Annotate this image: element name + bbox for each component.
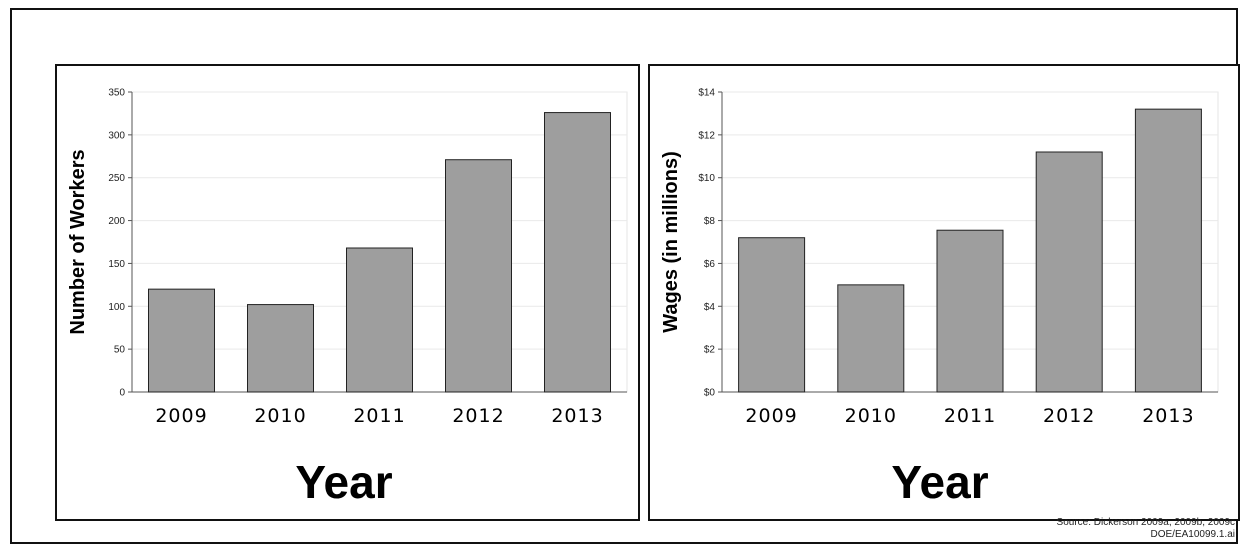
- x-tick-label: 2012: [452, 405, 504, 427]
- y-tick-label: $8: [704, 216, 716, 227]
- y-tick-label: $6: [704, 259, 716, 270]
- y-tick-label: 0: [119, 388, 125, 399]
- y-tick-label: $12: [698, 130, 715, 141]
- x-tick-label: 2011: [353, 405, 405, 427]
- document-id: DOE/EA10099.1.ai: [1057, 529, 1235, 541]
- source-note: Source: Dickerson 2009a, 2009b, 2009c DO…: [1057, 517, 1235, 541]
- workers-bar-chart: 0 50 100 150 200 250 300 350 2009 2010 2011 2012 201…: [57, 66, 642, 523]
- x-tick-label: 2013: [1142, 405, 1194, 427]
- y-tick-label: 250: [108, 173, 125, 184]
- x-tick-label: 2010: [254, 405, 306, 427]
- bar-2009: [149, 289, 215, 392]
- x-tick-label: 2012: [1043, 405, 1095, 427]
- wages-chart-panel: $0 $2 $4 $6 $8 $10 $12 $14 2009 2010 2011 2012 2013 Y…: [648, 64, 1240, 521]
- y-tick-label: 350: [108, 88, 125, 99]
- x-tick-label: 2011: [944, 405, 996, 427]
- workers-chart-panel: 0 50 100 150 200 250 300 350 2009 2010 2011 2012 201…: [55, 64, 640, 521]
- y-tick-label: 150: [108, 259, 125, 270]
- x-axis-title: Year: [295, 456, 392, 508]
- x-axis-title: Year: [891, 456, 988, 508]
- wages-bar-chart: $0 $2 $4 $6 $8 $10 $12 $14 2009 2010 2011 2012 2013 Y…: [650, 66, 1242, 523]
- bar-2011: [347, 248, 413, 392]
- x-tick-label: 2009: [745, 405, 797, 427]
- y-tick-label: 100: [108, 302, 125, 313]
- bar-2010: [248, 305, 314, 392]
- x-tick-label: 2010: [845, 405, 897, 427]
- y-tick-label: $4: [704, 302, 716, 313]
- y-axis-title: Wages (in millions): [660, 151, 682, 333]
- y-tick-label: $14: [698, 88, 715, 99]
- bar-2011: [937, 230, 1003, 392]
- bar-2012: [446, 160, 512, 392]
- bar-2009: [739, 238, 805, 392]
- y-tick-label: 300: [108, 130, 125, 141]
- x-tick-label: 2013: [551, 405, 603, 427]
- y-tick-label: $2: [704, 345, 716, 356]
- bar-2013: [545, 113, 611, 392]
- bar-2010: [838, 285, 904, 392]
- y-tick-label: $0: [704, 388, 716, 399]
- figure-frame: 0 50 100 150 200 250 300 350 2009 2010 2011 2012 201…: [10, 8, 1238, 544]
- x-tick-label: 2009: [155, 405, 207, 427]
- y-tick-label: $10: [698, 173, 715, 184]
- bar-2012: [1036, 152, 1102, 392]
- source-citation: Source: Dickerson 2009a, 2009b, 2009c: [1057, 517, 1235, 529]
- y-axis-title: Number of Workers: [67, 149, 89, 334]
- bar-2013: [1135, 109, 1201, 392]
- y-tick-label: 50: [114, 345, 126, 356]
- y-tick-label: 200: [108, 216, 125, 227]
